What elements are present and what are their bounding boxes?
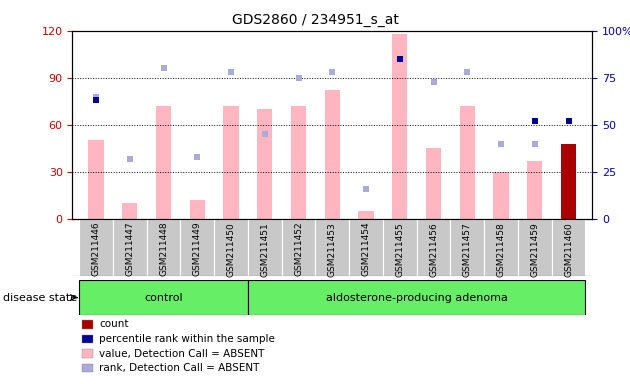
Text: GSM211459: GSM211459 — [530, 222, 539, 276]
Bar — [493, 172, 508, 219]
Bar — [460, 106, 475, 219]
Bar — [383, 219, 416, 276]
Bar — [88, 141, 104, 219]
Text: GSM211453: GSM211453 — [328, 222, 337, 276]
Text: GSM211448: GSM211448 — [159, 222, 168, 276]
Bar — [484, 219, 518, 276]
Bar — [156, 106, 171, 219]
Bar — [282, 219, 316, 276]
Text: GSM211450: GSM211450 — [227, 222, 236, 276]
Bar — [257, 109, 272, 219]
Bar — [122, 203, 137, 219]
Text: aldosterone-producing adenoma: aldosterone-producing adenoma — [326, 293, 508, 303]
Text: GSM211446: GSM211446 — [91, 222, 101, 276]
Bar — [552, 219, 585, 276]
Bar — [450, 219, 484, 276]
Text: GSM211457: GSM211457 — [463, 222, 472, 276]
Text: GSM211455: GSM211455 — [396, 222, 404, 276]
Bar — [224, 106, 239, 219]
Bar — [349, 219, 383, 276]
Text: GSM211447: GSM211447 — [125, 222, 134, 276]
Text: count: count — [100, 319, 129, 329]
Bar — [561, 144, 576, 219]
Text: GDS2860 / 234951_s_at: GDS2860 / 234951_s_at — [232, 13, 398, 27]
Bar — [214, 219, 248, 276]
Text: value, Detection Call = ABSENT: value, Detection Call = ABSENT — [100, 349, 265, 359]
Bar — [180, 219, 214, 276]
Text: GSM211460: GSM211460 — [564, 222, 573, 276]
Bar — [113, 219, 147, 276]
Bar — [79, 280, 248, 315]
Text: GSM211454: GSM211454 — [362, 222, 370, 276]
Text: GSM211456: GSM211456 — [429, 222, 438, 276]
Bar — [248, 219, 282, 276]
Bar — [527, 161, 542, 219]
Bar — [291, 106, 306, 219]
Bar — [316, 219, 349, 276]
Bar — [324, 90, 340, 219]
Text: control: control — [144, 293, 183, 303]
Bar — [79, 219, 113, 276]
Text: GSM211449: GSM211449 — [193, 222, 202, 276]
Bar — [248, 280, 585, 315]
Text: rank, Detection Call = ABSENT: rank, Detection Call = ABSENT — [100, 363, 260, 373]
Text: GSM211451: GSM211451 — [260, 222, 270, 276]
Bar — [392, 34, 408, 219]
Bar — [518, 219, 552, 276]
Bar — [147, 219, 180, 276]
Bar — [416, 219, 450, 276]
Text: GSM211452: GSM211452 — [294, 222, 303, 276]
Bar — [190, 200, 205, 219]
Bar — [358, 211, 374, 219]
Text: disease state: disease state — [3, 293, 77, 303]
Text: GSM211458: GSM211458 — [496, 222, 505, 276]
Bar — [426, 148, 441, 219]
Text: percentile rank within the sample: percentile rank within the sample — [100, 334, 275, 344]
